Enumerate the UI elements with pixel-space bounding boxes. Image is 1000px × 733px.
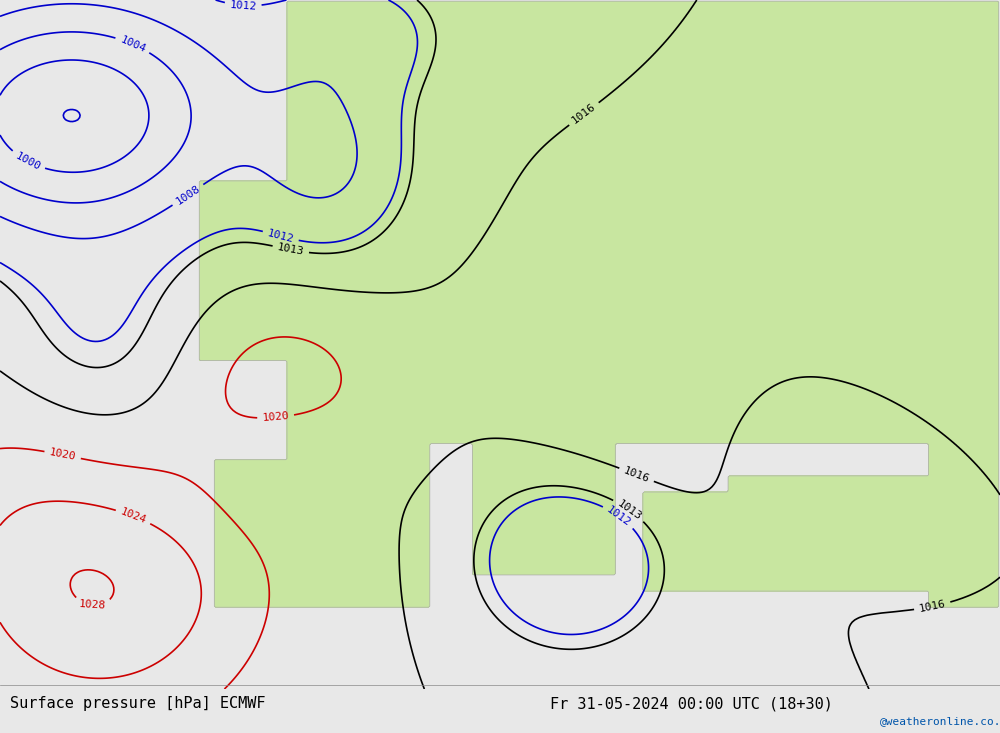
Text: Fr 31-05-2024 00:00 UTC (18+30): Fr 31-05-2024 00:00 UTC (18+30) [550,696,833,711]
Text: 1016: 1016 [570,102,598,126]
Text: 1012: 1012 [229,0,257,12]
Text: 1028: 1028 [79,599,107,611]
Text: 1013: 1013 [277,243,305,257]
Text: Surface pressure [hPa] ECMWF: Surface pressure [hPa] ECMWF [10,696,266,711]
Text: @weatheronline.co.uk: @weatheronline.co.uk [880,715,1000,726]
Text: 1004: 1004 [118,34,147,54]
Text: 1008: 1008 [174,183,202,207]
Text: 1020: 1020 [262,411,290,424]
Text: 1016: 1016 [622,465,651,485]
Text: 1000: 1000 [14,150,42,172]
Text: 1012: 1012 [266,228,295,244]
Text: 1013: 1013 [615,498,643,522]
Text: 1016: 1016 [918,599,947,614]
Text: 1012: 1012 [605,504,633,528]
Text: 1020: 1020 [48,447,77,463]
Text: 1024: 1024 [119,507,148,526]
